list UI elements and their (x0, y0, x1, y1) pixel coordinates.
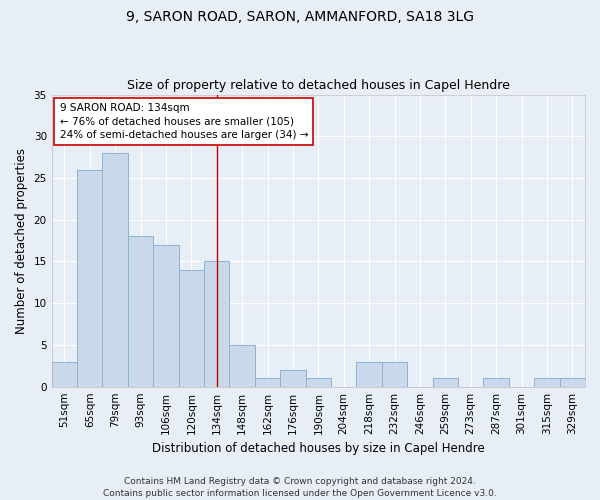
Bar (179, 270, 204, 386)
Bar (153, 245, 179, 386)
Bar (560, 378, 585, 386)
Text: 9 SARON ROAD: 134sqm
← 76% of detached houses are smaller (105)
24% of semi-deta: 9 SARON ROAD: 134sqm ← 76% of detached h… (59, 104, 308, 140)
Bar (433, 378, 458, 386)
X-axis label: Distribution of detached houses by size in Capel Hendre: Distribution of detached houses by size … (152, 442, 485, 455)
Bar (280, 370, 305, 386)
Y-axis label: Number of detached properties: Number of detached properties (15, 148, 28, 334)
Bar (484, 378, 509, 386)
Bar (52, 362, 77, 386)
Bar (77, 170, 103, 386)
Bar (103, 153, 128, 386)
Bar (305, 378, 331, 386)
Bar (255, 378, 280, 386)
Bar (382, 362, 407, 386)
Bar (229, 345, 255, 387)
Title: Size of property relative to detached houses in Capel Hendre: Size of property relative to detached ho… (127, 79, 510, 92)
Text: 9, SARON ROAD, SARON, AMMANFORD, SA18 3LG: 9, SARON ROAD, SARON, AMMANFORD, SA18 3L… (126, 10, 474, 24)
Bar (534, 378, 560, 386)
Bar (204, 262, 229, 386)
Text: Contains HM Land Registry data © Crown copyright and database right 2024.
Contai: Contains HM Land Registry data © Crown c… (103, 476, 497, 498)
Bar (128, 236, 153, 386)
Bar (356, 362, 382, 386)
